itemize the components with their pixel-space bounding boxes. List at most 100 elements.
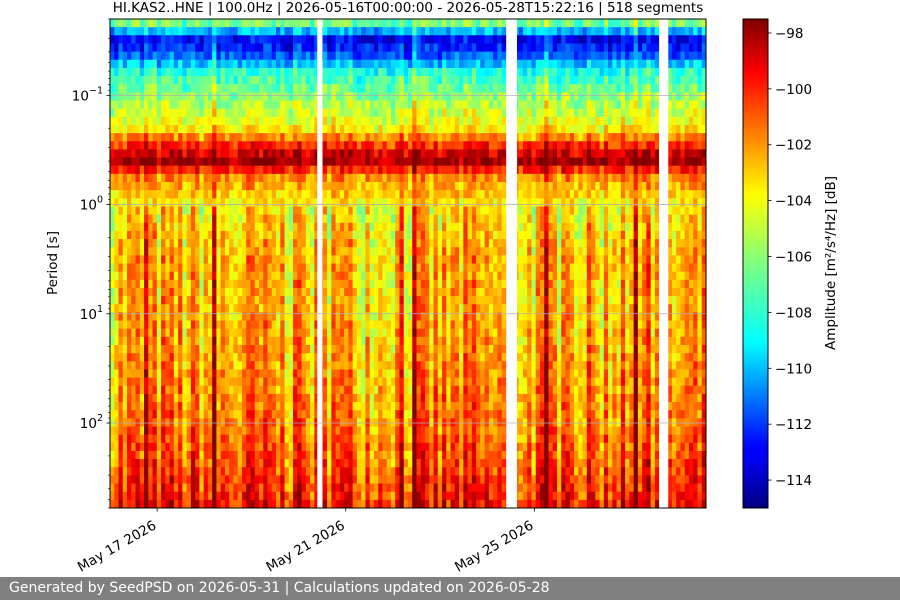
heatmap-cell	[267, 116, 273, 126]
heatmap-cell	[446, 67, 452, 77]
heatmap-cell	[127, 385, 132, 395]
heatmap-cell	[297, 76, 303, 85]
heatmap-cell	[395, 214, 401, 224]
heatmap-cell	[310, 312, 315, 322]
heatmap-cell	[395, 345, 401, 354]
heatmap-cell	[263, 67, 269, 77]
heatmap-cell	[399, 84, 405, 93]
heatmap-cell	[408, 141, 413, 150]
heatmap-cell	[156, 279, 162, 289]
heatmap-cell	[450, 157, 456, 167]
heatmap-cell	[152, 328, 158, 338]
heatmap-cell	[173, 345, 179, 354]
heatmap-cell	[276, 304, 281, 313]
heatmap-cell	[412, 230, 418, 240]
heatmap-cell	[127, 182, 132, 191]
heatmap-cell	[165, 361, 171, 371]
heatmap-cell	[241, 475, 247, 485]
heatmap-cell	[156, 190, 162, 199]
heatmap-cell	[433, 312, 439, 322]
heatmap-cell	[216, 222, 222, 232]
heatmap-cell	[429, 328, 435, 338]
heatmap-cell	[135, 312, 141, 322]
heatmap-cell	[429, 263, 435, 273]
heatmap-cell	[199, 51, 205, 61]
heatmap-cell	[284, 377, 290, 387]
heatmap-cell	[207, 279, 213, 289]
heatmap-cell	[301, 304, 307, 313]
heatmap-cell	[190, 434, 196, 444]
heatmap-cell	[301, 263, 307, 273]
heatmap-cell	[199, 336, 205, 346]
heatmap-cell	[241, 402, 247, 411]
heatmap-cell	[284, 222, 290, 232]
heatmap-cell	[139, 369, 145, 379]
heatmap-cell	[403, 43, 409, 53]
heatmap-cell	[220, 206, 226, 216]
heatmap-cell	[459, 173, 464, 183]
heatmap-cell	[169, 35, 175, 45]
heatmap-cell	[182, 426, 188, 436]
heatmap-cell	[399, 141, 405, 150]
heatmap-cell	[416, 76, 422, 85]
heatmap-cell	[169, 247, 175, 256]
heatmap-cell	[310, 141, 315, 150]
heatmap-cell	[212, 19, 218, 28]
heatmap-cell	[420, 296, 426, 305]
heatmap-cell	[365, 190, 371, 199]
heatmap-cell	[356, 320, 362, 330]
heatmap-cell	[416, 491, 422, 501]
heatmap-cell	[416, 287, 422, 297]
heatmap-cell	[390, 206, 396, 216]
heatmap-cell	[199, 165, 205, 175]
heatmap-cell	[118, 255, 124, 265]
heatmap-cell	[229, 149, 235, 159]
heatmap-cell	[127, 377, 132, 387]
heatmap-cell	[161, 499, 166, 508]
heatmap-cell	[284, 43, 290, 53]
heatmap-cell	[259, 483, 264, 493]
heatmap-cell	[446, 124, 452, 134]
heatmap-cell	[361, 410, 367, 419]
heatmap-cell	[369, 182, 375, 191]
heatmap-cell	[310, 263, 315, 273]
heatmap-cell	[344, 198, 349, 208]
heatmap-cell	[305, 442, 311, 452]
heatmap-cell	[254, 124, 260, 134]
heatmap-cell	[420, 190, 426, 199]
heatmap-cell	[190, 450, 196, 460]
heatmap-cell	[314, 59, 320, 69]
heatmap-cell	[224, 239, 230, 248]
heatmap-cell	[224, 108, 230, 118]
heatmap-cell	[429, 312, 435, 322]
heatmap-cell	[382, 287, 388, 297]
heatmap-cell	[378, 67, 384, 77]
heatmap-cell	[233, 108, 239, 118]
heatmap-cell	[425, 271, 430, 281]
heatmap-cell	[459, 377, 464, 387]
heatmap-cell	[429, 271, 435, 281]
heatmap-cell	[118, 149, 124, 159]
heatmap-cell	[463, 100, 469, 110]
heatmap-cell	[450, 43, 456, 53]
heatmap-cell	[161, 198, 166, 208]
heatmap-cell	[131, 434, 137, 444]
heatmap-cell	[259, 133, 264, 142]
heatmap-cell	[114, 320, 120, 330]
heatmap-cell	[152, 467, 158, 476]
heatmap-cell	[403, 459, 409, 468]
heatmap-cell	[331, 182, 337, 191]
heatmap-cell	[127, 499, 132, 508]
heatmap-cell	[399, 402, 405, 411]
heatmap-cell	[114, 190, 120, 199]
heatmap-cell	[437, 35, 443, 45]
heatmap-cell	[190, 27, 196, 36]
heatmap-cell	[135, 141, 141, 150]
heatmap-cell	[212, 336, 218, 346]
heatmap-cell	[237, 377, 243, 387]
heatmap-cell	[135, 442, 141, 452]
heatmap-cell	[267, 279, 273, 289]
heatmap-cell	[271, 467, 277, 476]
heatmap-cell	[254, 263, 260, 273]
heatmap-cell	[450, 108, 456, 118]
